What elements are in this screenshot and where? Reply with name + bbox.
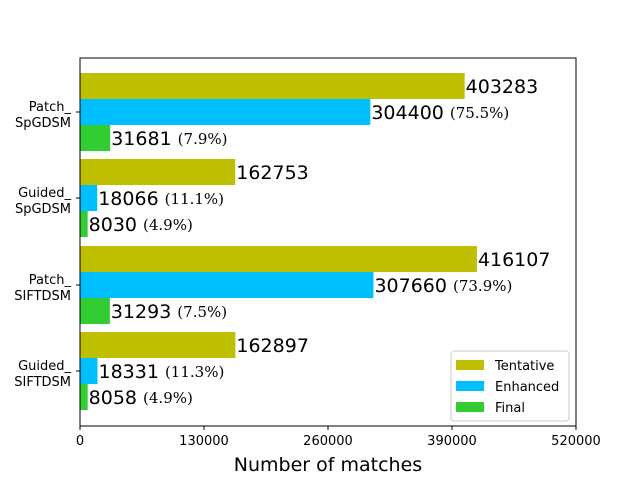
- x-axis-label: Number of matches: [234, 454, 422, 476]
- percent-label-final-2: (7.5%): [177, 303, 227, 321]
- value-label-enhanced-1: 18066: [98, 188, 158, 210]
- value-label-tentative-0: 403283: [466, 76, 539, 98]
- y-tick-label-1-1: SpGDSM: [15, 202, 71, 217]
- value-label-enhanced-0: 304400: [371, 102, 444, 124]
- x-axis: 0 130000 260000 390000 520000: [76, 426, 601, 449]
- bar-enhanced-1: [80, 185, 98, 211]
- legend-label-final: Final: [495, 401, 525, 416]
- value-label-final-0: 31681: [111, 128, 171, 150]
- bar-tentative-3: [80, 332, 236, 358]
- bar-final-0: [80, 125, 111, 151]
- y-tick-label-1-0: Guided_: [18, 186, 71, 201]
- bar-final-2: [80, 298, 110, 324]
- bar-enhanced-3: [80, 358, 98, 384]
- legend-swatch-tentative: [456, 360, 484, 370]
- bars-layer: [80, 73, 477, 410]
- bar-tentative-0: [80, 73, 465, 99]
- bar-tentative-1: [80, 159, 236, 185]
- y-tick-label-0-1: SpGDSM: [15, 116, 71, 131]
- percent-label-enhanced-2: (73.9%): [453, 277, 512, 295]
- y-tick-label-0-0: Patch_: [29, 100, 72, 115]
- legend-label-tentative: Tentative: [494, 359, 554, 374]
- y-tick-label-3-0: Guided_: [18, 359, 71, 374]
- percent-label-final-1: (4.9%): [143, 216, 193, 234]
- bar-tentative-2: [80, 246, 477, 272]
- y-tick-label-2-0: Patch_: [29, 273, 72, 288]
- bar-enhanced-2: [80, 272, 374, 298]
- value-label-tentative-1: 162753: [236, 162, 309, 184]
- percent-label-enhanced-0: (75.5%): [450, 104, 509, 122]
- value-label-final-3: 8058: [89, 387, 137, 409]
- legend-swatch-enhanced: [456, 381, 484, 391]
- percent-label-enhanced-3: (11.3%): [165, 363, 224, 381]
- x-tick-label-1: 130000: [179, 434, 229, 449]
- percent-label-final-3: (4.9%): [143, 389, 193, 407]
- value-label-enhanced-2: 307660: [374, 275, 447, 297]
- value-label-tentative-2: 416107: [478, 249, 551, 271]
- bar-final-1: [80, 211, 88, 237]
- legend: Tentative Enhanced Final: [450, 350, 570, 422]
- percent-label-enhanced-1: (11.1%): [165, 190, 224, 208]
- y-tick-label-3-1: SIFTDSM: [14, 375, 71, 390]
- x-tick-label-3: 390000: [427, 434, 477, 449]
- value-label-enhanced-3: 18331: [98, 361, 158, 383]
- percent-label-final-0: (7.9%): [178, 130, 228, 148]
- legend-swatch-final: [456, 402, 484, 412]
- bar-enhanced-0: [80, 99, 371, 125]
- x-tick-label-2: 260000: [303, 434, 353, 449]
- x-tick-label-0: 0: [76, 434, 84, 449]
- y-tick-label-2-1: SIFTDSM: [14, 289, 71, 304]
- x-tick-label-4: 520000: [551, 434, 601, 449]
- bar-final-3: [80, 384, 88, 410]
- y-axis: Patch_SpGDSMGuided_SpGDSMPatch_SIFTDSMGu…: [14, 100, 80, 390]
- value-labels-layer: 403283 162753 416107 162897 304400 (75.5%) 180…: [89, 76, 551, 409]
- legend-label-enhanced: Enhanced: [495, 380, 559, 395]
- value-label-tentative-3: 162897: [236, 335, 309, 357]
- value-label-final-2: 31293: [111, 301, 171, 323]
- value-label-final-1: 8030: [89, 214, 137, 236]
